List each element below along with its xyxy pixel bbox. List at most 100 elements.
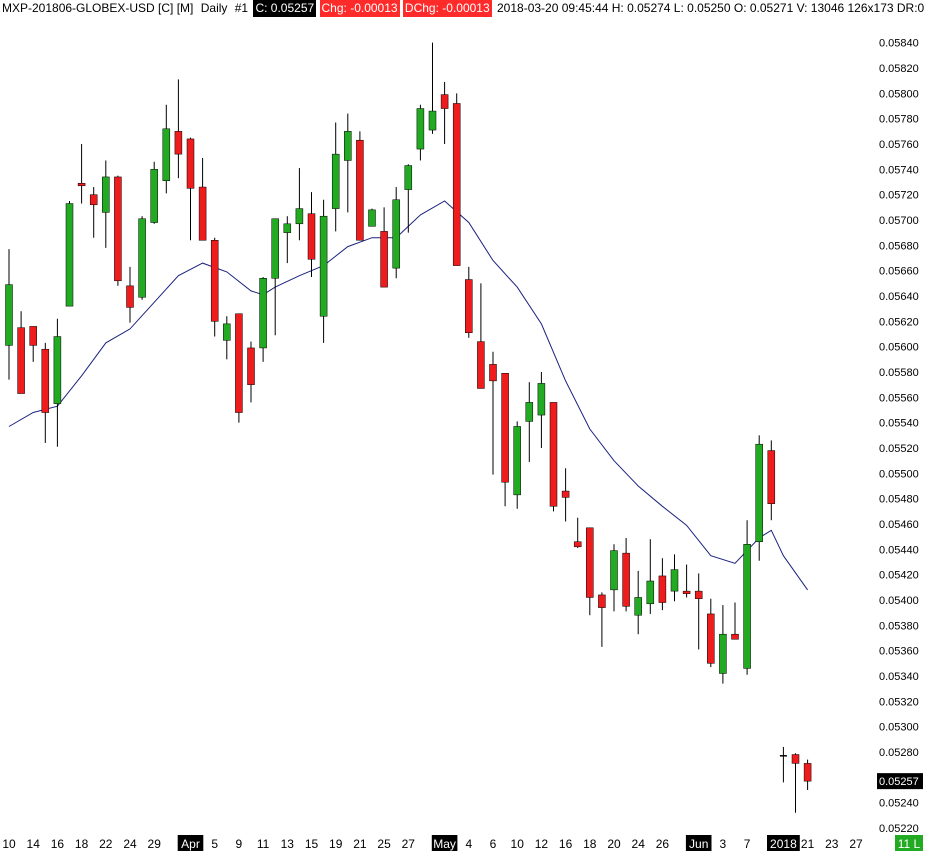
candle: [646, 539, 655, 614]
candle-body: [210, 240, 219, 322]
candle: [525, 382, 534, 462]
x-tick-label: 22: [99, 837, 113, 851]
candle: [501, 373, 509, 507]
candle: [707, 598, 715, 668]
candle-body: [295, 208, 304, 225]
candle-body: [235, 313, 243, 413]
candle: [271, 218, 279, 336]
candle: [755, 435, 763, 561]
candle-body: [126, 285, 134, 308]
candle-body: [319, 215, 328, 317]
candle: [210, 237, 219, 337]
x-tick-label: 26: [656, 837, 670, 851]
candle-body: [670, 569, 679, 592]
y-tick-label: 0.05380: [879, 620, 919, 632]
y-tick-label: 0.05720: [879, 190, 919, 202]
candle: [295, 168, 304, 241]
x-tick-label: 24: [632, 837, 646, 851]
candle: [440, 81, 449, 144]
candle: [41, 342, 50, 443]
candle-body: [549, 402, 558, 507]
y-tick-label: 0.05540: [879, 418, 919, 430]
y-tick-label: 0.05480: [879, 494, 919, 506]
last-price-label: 0.05257: [879, 776, 919, 788]
candle: [5, 249, 13, 380]
candle: [694, 573, 703, 650]
symbol-label: MXP-201806-GLOBEX-USD [C] [M]: [2, 1, 194, 15]
y-tick-label: 0.05320: [879, 696, 919, 708]
candle-body: [198, 186, 207, 241]
candle: [247, 341, 255, 403]
price-axis[interactable]: 0.05840 0.05820 0.05800 0.05780 0.05760 0.057…: [877, 38, 923, 835]
candle-body: [477, 341, 485, 389]
y-tick-label: 0.05780: [879, 114, 919, 126]
candle: [658, 558, 667, 611]
candle-body: [102, 176, 110, 213]
candle-body: [634, 597, 642, 616]
y-tick-label: 0.05660: [879, 266, 919, 278]
candle-body: [694, 590, 703, 599]
candle: [779, 746, 787, 783]
candle: [186, 137, 195, 241]
x-tick-label: 3: [720, 837, 727, 851]
candle-body: [610, 550, 618, 591]
y-tick-label: 0.05360: [879, 646, 919, 658]
candle: [150, 161, 158, 224]
x-tick-label: 21: [353, 837, 367, 851]
candles: [5, 42, 812, 813]
candle-body: [223, 323, 231, 341]
candle: [138, 216, 146, 300]
x-label-highlight: [431, 835, 458, 851]
candle-body: [803, 763, 812, 782]
candle-body: [428, 110, 437, 131]
candle-body: [743, 544, 751, 669]
candle: [102, 160, 110, 248]
x-tick-label: 10: [511, 837, 525, 851]
y-tick-label: 0.05440: [879, 544, 919, 556]
candle: [259, 277, 267, 362]
x-tick-label: 4: [465, 837, 472, 851]
period-label: Daily: [200, 1, 228, 15]
y-tick-label: 0.05500: [879, 468, 919, 480]
y-tick-label: 0.05280: [879, 747, 919, 759]
candle: [719, 605, 727, 684]
candle-body: [368, 209, 376, 227]
y-tick-label: 0.05580: [879, 367, 919, 379]
y-tick-label: 0.05760: [879, 139, 919, 151]
candle: [344, 113, 352, 213]
candle-body: [440, 94, 449, 109]
candle-body: [719, 633, 727, 674]
date-axis[interactable]: 10 14 16 18 22 24 29 Apr 5 9 11 13 15 19 21 25 27 May 4 6 10…: [2, 835, 923, 851]
bar-info: 2018-03-20 09:45:44 H: 0.05274 L: 0.0525…: [497, 1, 925, 15]
candle-body: [586, 527, 594, 598]
candle-body: [392, 199, 400, 269]
x-label-highlight: [767, 835, 800, 851]
candle-body: [77, 183, 86, 187]
candle: [743, 520, 751, 675]
candle-body: [525, 402, 534, 422]
candle-body: [658, 575, 667, 603]
x-tick-label: 25: [377, 837, 391, 851]
candle: [489, 351, 497, 475]
y-tick-label: 0.05800: [879, 88, 919, 100]
candle-body: [501, 373, 509, 483]
candle: [513, 421, 521, 509]
candle: [682, 564, 691, 598]
candle-body: [598, 594, 606, 608]
candle-body: [344, 131, 352, 161]
daily-change-value: DChg: -0.00013: [402, 0, 492, 17]
candle: [356, 131, 364, 241]
candle: [537, 372, 546, 448]
y-tick-label: 0.05560: [879, 392, 919, 404]
change-value: Chg: -0.00013: [319, 0, 400, 17]
candle-body: [707, 613, 715, 664]
candle-body: [356, 139, 364, 241]
candle-body: [259, 278, 267, 349]
x-tick-label: 20: [607, 837, 621, 851]
x-tick-label: 18: [583, 837, 597, 851]
y-tick-label: 0.05420: [879, 570, 919, 582]
candle: [731, 602, 739, 640]
x-tick-label: 19: [329, 837, 343, 851]
candle-body: [465, 279, 473, 333]
y-tick-label: 0.05840: [879, 38, 919, 50]
